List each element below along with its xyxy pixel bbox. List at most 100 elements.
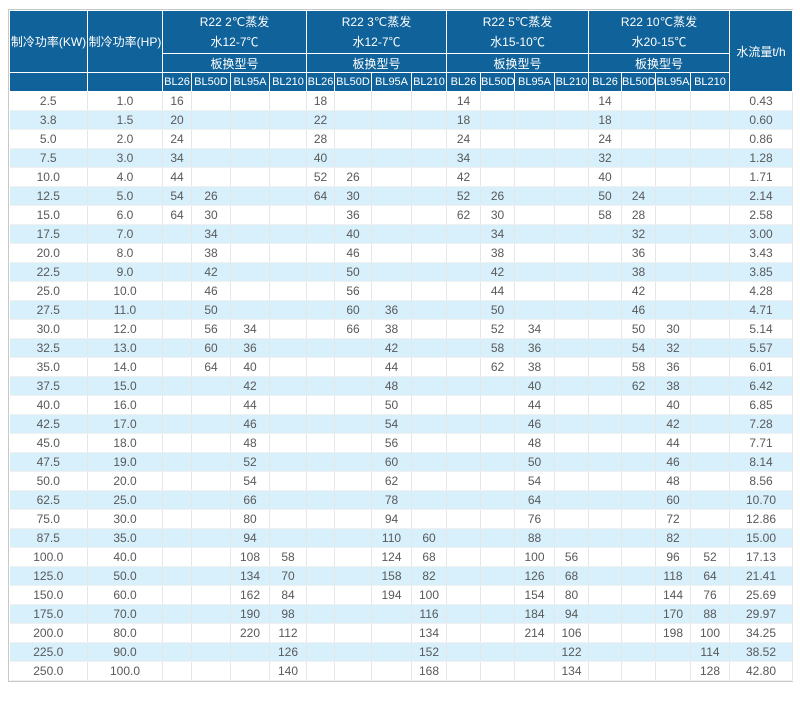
hp-cell: 30.0 [87,509,163,529]
value-cell [554,319,589,339]
value-cell: 40 [306,148,335,168]
value-cell [162,566,192,586]
value-cell: 82 [411,566,447,586]
value-cell: 82 [655,528,691,548]
value-cell [554,528,589,548]
value-cell [690,395,730,415]
value-cell [446,623,481,643]
model-header: BL95A [230,72,270,92]
value-cell [554,167,589,187]
value-cell [514,110,555,130]
value-cell [554,395,589,415]
value-cell [621,547,656,567]
group-water-range: 水20-15℃ [631,35,687,49]
kw-cell: 250.0 [9,661,88,681]
group-header-3: R22 10℃蒸发 水20-15℃ [588,10,730,54]
value-cell [191,414,231,434]
value-cell [655,224,691,244]
value-cell: 198 [655,623,691,643]
kw-cell: 12.5 [9,186,88,206]
model-header: BL26 [446,72,481,92]
value-cell [371,642,412,662]
value-cell: 62 [446,205,481,225]
value-cell [621,661,656,681]
value-cell [480,623,515,643]
value-cell [621,167,656,187]
kw-cell: 37.5 [9,376,88,396]
value-cell [588,490,622,510]
value-cell [588,414,622,434]
value-cell [446,243,481,263]
value-cell [514,224,555,244]
value-cell [334,357,372,377]
group-title: R22 2℃蒸发 [199,15,270,29]
value-cell [269,414,307,434]
value-cell [554,357,589,377]
value-cell [588,281,622,301]
value-cell: 22 [306,110,335,130]
hp-cell: 80.0 [87,623,163,643]
value-cell: 50 [514,452,555,472]
value-cell [588,433,622,453]
group-water-range: 水15-10℃ [490,35,545,49]
value-cell [162,585,192,605]
value-cell [446,262,481,282]
value-cell [554,262,589,282]
hp-cell: 90.0 [87,642,163,662]
value-cell [371,129,412,149]
value-cell: 76 [514,509,555,529]
value-cell [621,604,656,624]
value-cell [514,205,555,225]
value-cell [621,110,656,130]
value-cell [655,281,691,301]
value-cell [621,91,656,111]
value-cell [690,452,730,472]
value-cell [162,338,192,358]
value-cell [655,205,691,225]
value-cell: 46 [621,300,656,320]
value-cell: 38 [480,243,515,263]
hp-cell: 35.0 [87,528,163,548]
value-cell: 44 [162,167,192,187]
model-header: BL26 [588,72,622,92]
table-row: 22.5 9.0 42 50 42 38 3.85 [9,262,793,282]
kw-column-header: 制冷功率(KW) [9,10,88,73]
kw-cell: 15.0 [9,205,88,225]
value-cell [514,243,555,263]
value-cell [230,224,270,244]
value-cell [162,490,192,510]
value-cell: 44 [371,357,412,377]
value-cell: 134 [230,566,270,586]
value-cell [446,376,481,396]
flow-cell: 4.71 [729,300,793,320]
table-row: 5.0 2.0 24 28 24 24 0.86 [9,129,793,149]
flow-cell: 10.70 [729,490,793,510]
value-cell [446,357,481,377]
kw-cell: 62.5 [9,490,88,510]
value-cell [269,509,307,529]
value-cell [480,528,515,548]
value-cell: 58 [480,338,515,358]
table-row: 7.5 3.0 34 40 34 32 1.28 [9,148,793,168]
value-cell [334,642,372,662]
model-header: BL210 [411,72,447,92]
value-cell [269,243,307,263]
kw-cell: 150.0 [9,585,88,605]
value-cell [269,433,307,453]
value-cell [690,471,730,491]
value-cell: 44 [480,281,515,301]
value-cell: 34 [514,319,555,339]
value-cell [306,433,335,453]
hp-cell: 17.0 [87,414,163,434]
value-cell [554,471,589,491]
flow-cell: 38.52 [729,642,793,662]
value-cell: 60 [334,300,372,320]
value-cell [480,129,515,149]
value-cell [446,452,481,472]
value-cell [655,262,691,282]
value-cell [269,129,307,149]
value-cell [411,224,447,244]
value-cell [269,91,307,111]
value-cell: 50 [334,262,372,282]
value-cell [588,376,622,396]
